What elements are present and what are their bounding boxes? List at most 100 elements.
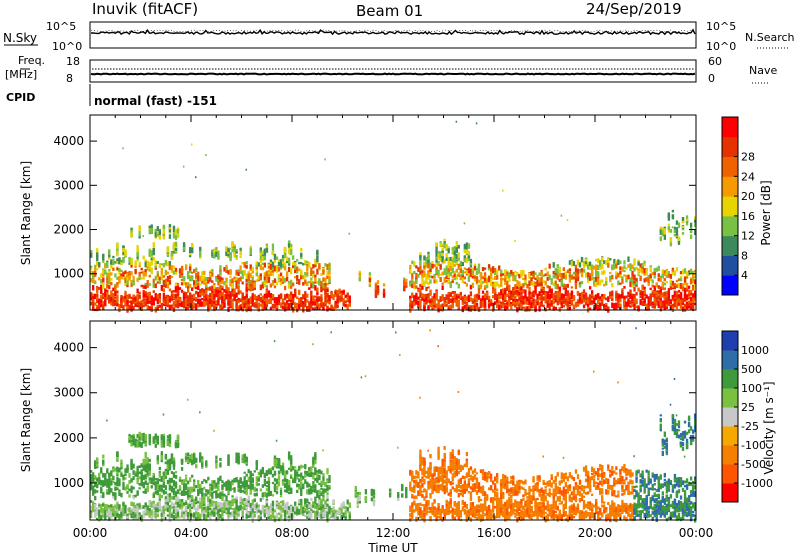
power-cell [687, 289, 691, 295]
power-cell [570, 301, 574, 304]
power-cell [645, 307, 648, 311]
power-cell [518, 302, 521, 305]
power-cell [156, 233, 159, 236]
power-cell [308, 301, 311, 305]
power-cell [259, 250, 262, 254]
velocity-cell [164, 470, 168, 477]
power-cell [296, 266, 299, 271]
power-cell [292, 301, 295, 305]
velocity-cell [108, 515, 111, 521]
power-cell [215, 300, 218, 303]
power-cell [455, 261, 458, 265]
power-cell [592, 307, 596, 311]
velocity-cell [114, 467, 117, 472]
power-cell [485, 285, 489, 289]
power-cell [191, 243, 194, 248]
velocity-cell [94, 504, 97, 510]
power-cell [615, 298, 618, 302]
power-cell [245, 302, 248, 305]
velocity-cell [132, 506, 135, 512]
power-cell [510, 294, 513, 300]
velocity-cell [188, 494, 192, 498]
velocity-cell [142, 516, 145, 519]
power-cell [267, 270, 271, 275]
power-cell [237, 289, 240, 295]
power-cell [136, 253, 139, 260]
power-cell [114, 273, 117, 278]
power-cell [243, 303, 246, 309]
power-cell [227, 253, 230, 256]
power-cell [138, 302, 141, 307]
power-cell [134, 268, 137, 275]
power-cell [435, 297, 438, 301]
power-cell [205, 302, 208, 306]
power-cell [623, 304, 626, 307]
power-cell [150, 227, 153, 234]
power-cell [657, 277, 660, 282]
velocity-cell [126, 484, 129, 489]
power-cell [477, 279, 481, 283]
velocity-cell [112, 475, 115, 481]
power-cell [667, 215, 671, 218]
power-cell [324, 303, 327, 307]
power-cell [566, 306, 570, 311]
power-cell [150, 253, 153, 257]
power-cell [631, 270, 634, 277]
power-cell [463, 304, 467, 309]
velocity-cell [144, 474, 147, 480]
power-cell [429, 268, 432, 273]
power-cell [451, 278, 454, 283]
power-cell [296, 302, 299, 309]
power-cell [510, 301, 513, 306]
power-cell [639, 292, 642, 296]
power-cell [586, 279, 590, 284]
velocity-cell [106, 491, 109, 495]
power-cell [435, 261, 438, 266]
power-cell [473, 263, 477, 266]
power-colorbar-swatch-7 [722, 136, 738, 158]
power-cell [506, 271, 509, 276]
velocity-cell [94, 460, 97, 466]
power-cell [568, 304, 572, 307]
power-cell [477, 289, 481, 294]
power-cell [328, 262, 331, 266]
power-cell [453, 299, 456, 303]
power-cell [469, 262, 473, 266]
power-cell [217, 280, 220, 286]
velocity-cell [186, 492, 190, 498]
velocity-cell [124, 477, 127, 480]
velocity-cell [160, 512, 164, 518]
power-cell [592, 280, 596, 284]
power-cell [429, 275, 432, 278]
velocity-cell [184, 511, 188, 517]
power-cell [566, 296, 570, 303]
power-cell [421, 277, 424, 283]
power-cell [116, 295, 119, 301]
power-cell [146, 283, 149, 288]
velocity-cell [160, 509, 164, 513]
velocity-cell [178, 515, 182, 519]
power-cell [471, 274, 475, 279]
power-cell [540, 297, 543, 301]
power-cell [687, 300, 691, 304]
power-cell [287, 262, 291, 266]
velocity-cell [154, 504, 157, 510]
power-cell [671, 280, 675, 287]
velocity-cell [184, 456, 188, 460]
power-cell [661, 269, 664, 276]
velocity-cell [168, 435, 172, 439]
power-cell [667, 227, 671, 230]
power-cell [693, 269, 697, 273]
power-cell [455, 120, 458, 123]
power-cell [637, 261, 640, 266]
power-cell [605, 277, 608, 283]
velocity-cell [134, 442, 137, 448]
velocity-cell [186, 503, 190, 506]
power-cell [623, 260, 626, 265]
velocity-cell [184, 502, 188, 506]
power-cell [267, 275, 271, 278]
power-cell [689, 302, 693, 305]
power-cell [483, 287, 487, 290]
velocity-cell [138, 441, 141, 447]
velocity-cell [102, 454, 105, 457]
